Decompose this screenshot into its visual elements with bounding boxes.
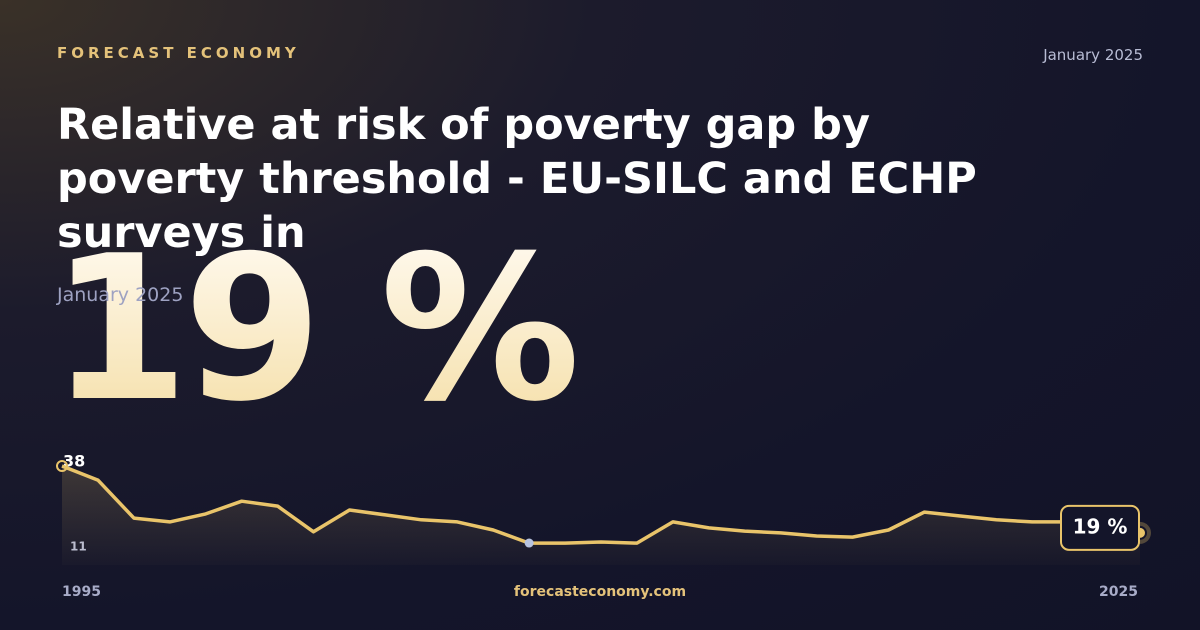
brand: FORECAST ECONOMY [57, 44, 300, 62]
line [61, 464, 1141, 545]
x-tick-label: 2025 [1099, 584, 1138, 600]
site: forecasteconomy.com [514, 584, 686, 600]
end-label-box [1060, 504, 1140, 551]
start-marker [56, 460, 68, 472]
area [62, 466, 1140, 565]
x-tick-label: 1995 [62, 584, 101, 600]
date: January 2025 [1043, 46, 1143, 64]
value-date: January 2025 [57, 284, 184, 306]
y-tick-label: 38 [63, 452, 85, 471]
end-label: 19 % [1073, 514, 1128, 538]
title: Relative at risk of poverty gap by pover… [57, 100, 977, 258]
min-marker [524, 538, 534, 548]
big-value: 19 % [50, 213, 580, 446]
